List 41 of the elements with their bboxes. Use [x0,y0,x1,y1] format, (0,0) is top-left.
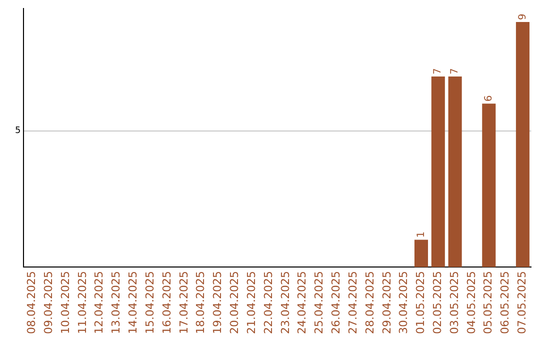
x-tick-label: 27.04.2025 [346,271,360,334]
x-tick-label: 18.04.2025 [194,271,208,334]
x-tick-label: 13.04.2025 [110,271,123,334]
x-tick-label: 04.05.2025 [464,271,478,334]
x-tick-label: 30.04.2025 [397,271,410,334]
bar [516,22,530,268]
x-tick-label: 12.04.2025 [92,271,106,334]
y-tick-label: 5 [14,126,21,136]
x-tick-label: 08.04.2025 [25,271,38,334]
x-tick-label: 29.04.2025 [380,271,394,334]
data-label: 9 [517,14,528,20]
x-tick-label: 24.04.2025 [296,271,309,334]
x-tick-label: 21.04.2025 [244,271,258,334]
x-tick-label: 15.04.2025 [143,271,156,334]
x-tick-label: 10.04.2025 [58,271,72,334]
bar [431,76,445,268]
bar [482,104,496,268]
bar [448,76,462,268]
data-label: 7 [450,68,461,74]
x-tick-label: 17.04.2025 [177,271,190,334]
x-tick-label: 26.04.2025 [330,271,343,334]
data-label: 1 [416,231,427,238]
bar [414,240,428,268]
x-tick-label: 07.05.2025 [516,271,529,334]
data-label: 7 [432,68,444,74]
x-tick-label: 11.04.2025 [76,271,89,334]
x-tick-label: 06.05.2025 [498,271,512,334]
x-tick-label: 25.04.2025 [312,271,326,334]
x-tick-label: 22.04.2025 [262,271,275,334]
x-tick-label: 05.05.2025 [482,271,495,334]
x-tick-label: 19.04.2025 [211,271,224,334]
data-label: 6 [483,95,494,102]
x-tick-label: 14.04.2025 [126,271,140,334]
x-tick-label: 02.05.2025 [431,271,444,334]
x-tick-label: 03.05.2025 [448,271,461,334]
x-tick-label: 23.04.2025 [278,271,292,334]
x-tick-label: 16.04.2025 [160,271,174,334]
x-tick-label: 01.05.2025 [414,271,428,334]
x-tick-label: 09.04.2025 [42,271,55,334]
x-tick-label: 28.04.2025 [363,271,376,334]
x-tick-label: 20.04.2025 [228,271,242,334]
